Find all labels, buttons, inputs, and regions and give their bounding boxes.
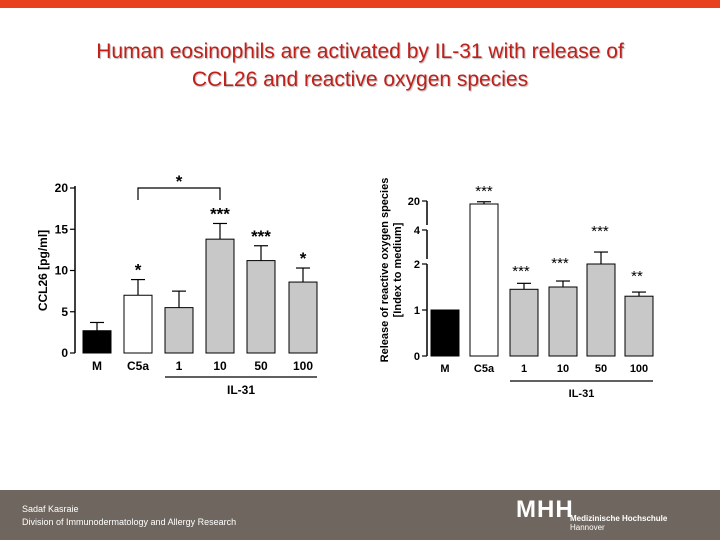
mhh-logo: MHH bbox=[516, 496, 574, 523]
division-name: Division of Immunodermatology and Allerg… bbox=[22, 517, 237, 527]
xtick-label-1-5: 100 bbox=[293, 359, 313, 373]
bar-1-5 bbox=[288, 281, 318, 354]
logo-name: Medizinische Hochschule bbox=[570, 514, 668, 523]
bar-1-1 bbox=[123, 294, 153, 354]
bar-1-2 bbox=[164, 307, 194, 354]
ytick-label-1-1: 5 bbox=[61, 305, 68, 319]
ylabel-2: Release of reactive oxygen species bbox=[379, 178, 391, 363]
group-label-1: IL-31 bbox=[227, 383, 255, 397]
author-block: Sadaf Kasraie Division of Immunodermatol… bbox=[22, 503, 236, 529]
ylabel2-2: [Index to medium] bbox=[392, 222, 404, 317]
ytick-label-2-0: 0 bbox=[414, 351, 420, 363]
sig-2-1: *** bbox=[475, 183, 493, 200]
logo-city: Hannover bbox=[570, 523, 605, 532]
bar-1-3 bbox=[205, 238, 235, 354]
ytick-label-1-0: 0 bbox=[61, 346, 68, 360]
ytick-label-1-2: 10 bbox=[55, 264, 69, 278]
footer: Sadaf Kasraie Division of Immunodermatol… bbox=[0, 490, 720, 540]
title-line-2: CCL26 and reactive oxygen species bbox=[191, 68, 529, 91]
ytick-label-1-3: 15 bbox=[55, 222, 69, 236]
group-label-2: IL-31 bbox=[569, 388, 595, 400]
bracket-label-1: * bbox=[176, 172, 183, 191]
title-line-1: Human eosinophils are activated by IL-31… bbox=[96, 40, 624, 63]
bar-2-2 bbox=[509, 288, 539, 357]
bracket-1 bbox=[137, 187, 221, 200]
sig-1-5: * bbox=[300, 249, 307, 268]
sig-1-4: *** bbox=[251, 227, 271, 246]
bar-2-5 bbox=[624, 295, 654, 357]
ytick-label-2-3: 4 bbox=[414, 225, 421, 237]
slide-title: Human eosinophils are activated by IL-31… bbox=[0, 38, 720, 94]
xtick-label-1-1: C5a bbox=[127, 359, 149, 373]
ytick-label-1-4: 20 bbox=[55, 181, 69, 195]
bar-2-1 bbox=[469, 203, 499, 357]
ytick-label-2-2: 2 bbox=[414, 259, 420, 271]
accent-bar bbox=[0, 0, 720, 8]
xtick-label-2-3: 10 bbox=[557, 363, 569, 375]
bar-2-0 bbox=[430, 309, 460, 357]
xtick-label-1-4: 50 bbox=[254, 359, 268, 373]
xtick-label-2-4: 50 bbox=[595, 363, 607, 375]
bar-2-3 bbox=[548, 286, 578, 357]
xtick-label-1-0: M bbox=[92, 359, 102, 373]
bar-1-0 bbox=[82, 330, 112, 354]
sig-2-5: ** bbox=[631, 268, 643, 285]
xtick-label-1-2: 1 bbox=[176, 359, 183, 373]
sig-2-2: *** bbox=[512, 263, 530, 280]
ytick-label-2-4: 20 bbox=[408, 196, 420, 208]
xtick-label-1-3: 10 bbox=[213, 359, 227, 373]
xtick-label-2-2: 1 bbox=[521, 363, 527, 375]
sig-2-4: *** bbox=[591, 223, 609, 240]
author-name: Sadaf Kasraie bbox=[22, 504, 79, 514]
xtick-label-2-5: 100 bbox=[630, 363, 648, 375]
logo-text: Medizinische Hochschule Hannover bbox=[570, 514, 667, 532]
bar-1-4 bbox=[246, 260, 276, 354]
ylabel-1: CCL26 [pg/ml] bbox=[36, 230, 50, 311]
bar-2-4 bbox=[586, 263, 616, 357]
sig-1-1: * bbox=[135, 261, 142, 280]
xtick-label-2-1: C5a bbox=[474, 363, 495, 375]
ytick-label-2-1: 1 bbox=[414, 305, 420, 317]
sig-1-3: *** bbox=[210, 204, 230, 223]
xtick-label-2-0: M bbox=[440, 363, 449, 375]
sig-2-3: *** bbox=[551, 255, 569, 272]
